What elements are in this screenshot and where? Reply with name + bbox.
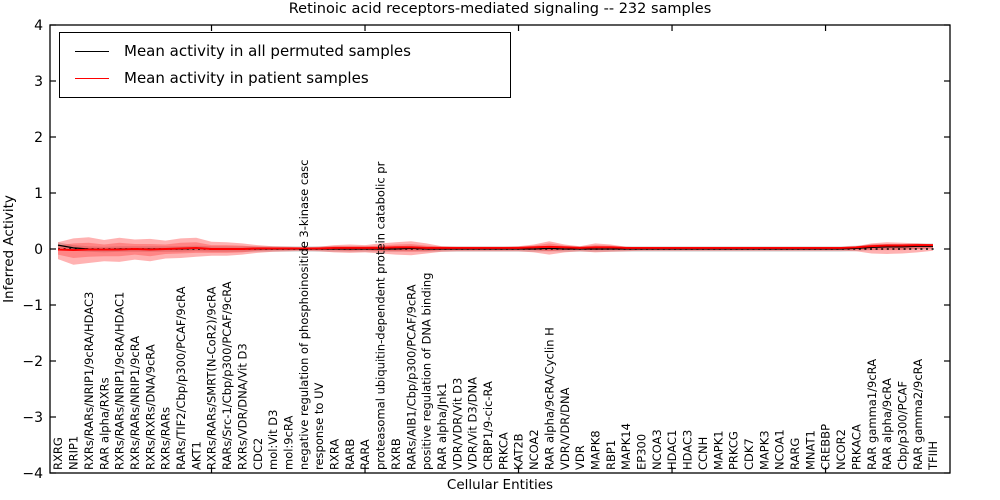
- legend: Mean activity in all permuted samples Me…: [59, 32, 511, 98]
- band-patient-samples-std-inner: [58, 242, 933, 258]
- y-tick-label: −3: [22, 410, 43, 426]
- x-tick-label: KAT2B: [512, 433, 526, 470]
- x-tick-label: VDR: [573, 445, 587, 470]
- x-tick-label: MNAT1: [803, 430, 817, 470]
- x-tick-label: RXRs/RARs/NRIP1/9cRA: [128, 336, 142, 470]
- x-tick-label: RBP1: [604, 440, 618, 470]
- x-tick-label: RAR alpha/9cRA: [880, 378, 894, 470]
- x-tick-label: Cbp/p300/PCAF: [896, 381, 910, 470]
- legend-item-permuted: Mean activity in all permuted samples: [75, 44, 510, 59]
- x-tick-label: VDR/VDR/DNA: [558, 387, 572, 470]
- x-tick-label: RXRs/RXRs/DNA/9cRA: [143, 344, 157, 470]
- y-tick-label: 1: [34, 186, 43, 202]
- x-tick-label: RARs/AIB1/Cbp/p300/PCAF/9cRA: [404, 284, 418, 470]
- x-tick-label: mol:Vit D3: [266, 410, 280, 470]
- x-tick-label: proteasomal ubiquitin-dependent protein …: [374, 161, 388, 470]
- x-tick-label: mol:9cRA: [282, 416, 296, 470]
- x-tick-label: NCOA2: [527, 429, 541, 470]
- legend-label-permuted: Mean activity in all permuted samples: [124, 42, 411, 61]
- legend-line-black-icon: [75, 51, 109, 53]
- x-tick-label: CRBP1/9-cic-RA: [481, 381, 495, 470]
- legend-line-red-icon: [75, 77, 109, 79]
- x-tick-label: RXRG: [51, 437, 65, 470]
- x-tick-label: RARA: [358, 439, 372, 470]
- legend-label-patient: Mean activity in patient samples: [124, 68, 369, 87]
- x-tick-label: RARs/Src-1/Cbp/p300/PCAF/9cRA: [220, 281, 234, 470]
- x-tick-label: RAR gamma1/9cRA: [865, 359, 879, 470]
- x-tick-label: RXRs/VDR/DNA/Vit D3: [235, 343, 249, 470]
- x-tick-label: CDK7: [742, 438, 756, 470]
- x-tick-label: RXRs/RARs/NRIP1/9cRA/HDAC1: [113, 292, 127, 470]
- x-tick-label: PRKACA: [849, 424, 863, 470]
- x-tick-label: EP300: [635, 434, 649, 470]
- x-tick-label: CREBBP: [819, 424, 833, 470]
- x-tick-label: VDR/VDR/Vit D3: [450, 378, 464, 470]
- x-tick-label: HDAC3: [681, 430, 695, 470]
- x-tick-label: RAR alpha/Jnk1: [435, 383, 449, 470]
- y-tick-label: −4: [22, 466, 43, 482]
- band-patient-samples-std-outer: [58, 237, 933, 265]
- x-tick-label: RAR alpha/RXRs: [97, 377, 111, 470]
- y-tick-label: 4: [34, 18, 43, 34]
- x-tick-label: positive regulation of DNA binding: [420, 273, 434, 470]
- x-tick-label: RARG: [788, 438, 802, 470]
- x-tick-label: RXRs/RARs: [159, 407, 173, 470]
- patient-mean-line: [57, 244, 933, 252]
- y-tick-label: 0: [34, 242, 43, 258]
- x-tick-label: NCOR2: [834, 429, 848, 470]
- legend-item-patient: Mean activity in patient samples: [75, 68, 510, 87]
- x-tick-label: NCOA1: [773, 429, 787, 470]
- x-tick-label: MAPK3: [757, 430, 771, 470]
- y-tick-label: 2: [34, 130, 43, 146]
- x-tick-label: NCOA3: [650, 429, 664, 470]
- x-tick-label: response to UV: [312, 382, 326, 470]
- y-tick-label: −2: [22, 354, 43, 370]
- x-tick-label: RXRs/RARs/NRIP1/9cRA/HDAC3: [82, 292, 96, 470]
- x-tick-label: TFIIH: [926, 441, 940, 471]
- x-tick-label: CCNH: [696, 437, 710, 470]
- x-tick-label: MAPK8: [589, 430, 603, 470]
- x-tick-label: RARB: [343, 439, 357, 470]
- chart-title: Retinoic acid receptors-mediated signali…: [288, 1, 712, 17]
- x-tick-label: RARs/TIF2/Cbp/p300/PCAF/9cRA: [174, 286, 188, 470]
- x-tick-label: PRKCA: [496, 432, 510, 470]
- x-tick-label: negative regulation of phosphoinositide …: [297, 160, 311, 471]
- x-tick-label: MAPK1: [711, 430, 725, 470]
- x-tick-label: NRIP1: [67, 436, 81, 470]
- x-tick-label: VDR/Vit D3/DNA: [466, 377, 480, 470]
- x-tick-label: RXRA: [328, 439, 342, 470]
- x-tick-label: MAPK14: [619, 423, 633, 470]
- x-tick-label: RAR gamma2/9cRA: [911, 359, 925, 470]
- x-tick-label: PRKCG: [727, 431, 741, 470]
- x-axis-label: Cellular Entities: [446, 477, 554, 493]
- x-tick-label: HDAC1: [665, 430, 679, 470]
- x-tick-label: RXRB: [389, 438, 403, 470]
- x-tick-label: AKT1: [189, 441, 203, 470]
- y-tick-label: −1: [22, 298, 43, 314]
- x-tick-label: CDC2: [251, 438, 265, 470]
- x-tick-label: RAR alpha/9cRA/Cyclin H: [542, 327, 556, 470]
- y-tick-label: 3: [34, 74, 43, 90]
- x-tick-label: RXRs/RARs/SMRT(N-CoR2)/9cRA: [205, 286, 219, 470]
